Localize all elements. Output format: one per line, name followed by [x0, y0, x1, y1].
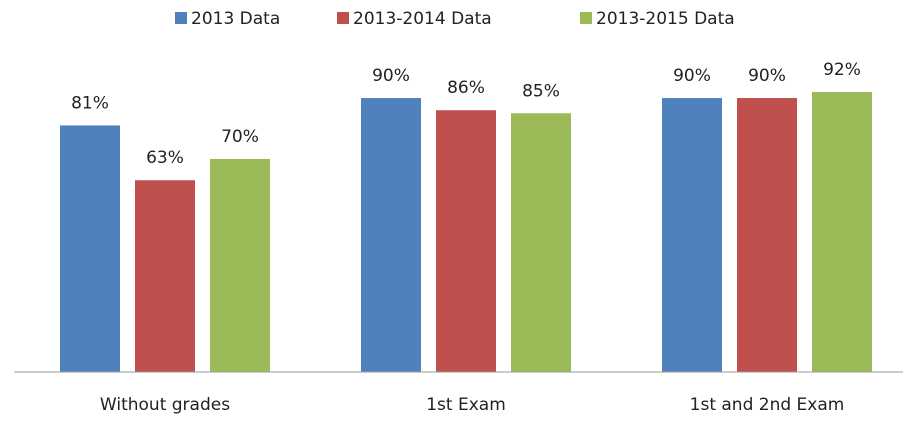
legend-swatch [580, 12, 592, 24]
legend-label: 2013-2014 Data [353, 9, 492, 29]
bar [60, 125, 120, 372]
value-label: 86% [447, 78, 485, 98]
value-label: 90% [748, 66, 786, 86]
x-tick-label: 1st and 2nd Exam [690, 395, 845, 415]
value-label: 81% [71, 93, 109, 113]
bar [135, 180, 195, 372]
value-label: 85% [522, 81, 560, 101]
bar [210, 158, 270, 372]
bar [737, 98, 797, 372]
legend-swatch [175, 12, 187, 24]
legend-swatch [337, 12, 349, 24]
bar [662, 98, 722, 372]
value-label: 70% [221, 127, 259, 147]
bar [812, 91, 872, 373]
value-label: 63% [146, 148, 184, 168]
x-tick-label: 1st Exam [426, 395, 506, 415]
value-label: 90% [372, 66, 410, 86]
legend-label: 2013-2015 Data [596, 9, 735, 29]
bar [361, 98, 421, 372]
bar [511, 113, 571, 372]
x-tick-label: Without grades [100, 395, 230, 415]
value-label: 90% [673, 66, 711, 86]
value-label: 92% [823, 60, 861, 80]
bar [436, 110, 496, 372]
legend-label: 2013 Data [191, 9, 280, 29]
